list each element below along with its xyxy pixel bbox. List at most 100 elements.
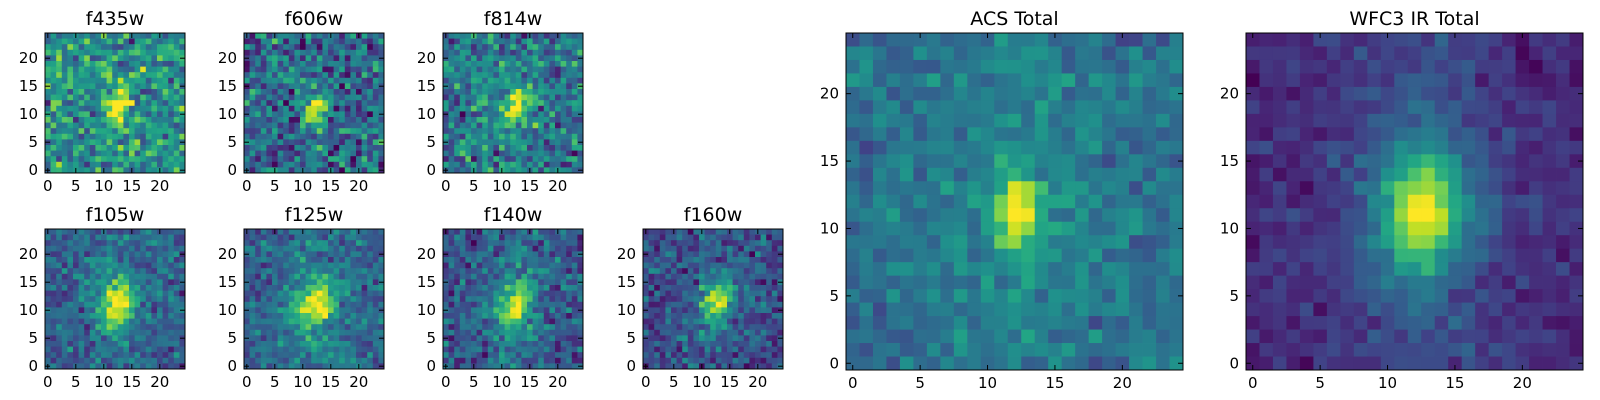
heatmap-cell [543, 66, 550, 73]
heatmap-cell [560, 296, 567, 303]
heatmap-cell [350, 318, 357, 325]
heatmap-cell [300, 100, 306, 107]
heatmap-cell [361, 128, 368, 135]
heatmap-cell [117, 139, 124, 146]
heatmap-cell [465, 363, 472, 370]
heatmap-cell [344, 61, 351, 67]
heatmap-cell [333, 357, 340, 364]
heatmap-cell [95, 133, 102, 140]
heatmap-cell [157, 262, 163, 269]
heatmap-cell [549, 49, 556, 56]
heatmap-cell [510, 128, 517, 135]
heatmap-cell [699, 273, 705, 280]
heatmap-cell [994, 167, 1009, 182]
heatmap-cell [687, 273, 694, 280]
heatmap-cell [755, 346, 761, 353]
heatmap-cell [333, 290, 340, 297]
heatmap-cell [1156, 59, 1170, 74]
heatmap-cell [140, 301, 147, 308]
heatmap-cell [162, 352, 169, 359]
heatmap-cell [443, 313, 449, 319]
heatmap-cell [699, 245, 705, 252]
heatmap-cell [67, 61, 74, 67]
heatmap-cell [134, 66, 141, 73]
heatmap-cell [1075, 208, 1090, 223]
heatmap-cell [145, 318, 152, 325]
heatmap-cell [671, 335, 677, 342]
heatmap-cell [454, 117, 461, 123]
heatmap-cell [117, 156, 124, 163]
heatmap-cell [173, 245, 180, 252]
heatmap-cell [288, 363, 295, 370]
heatmap-cell [1129, 154, 1143, 169]
heatmap-cell [140, 94, 147, 101]
heatmap-cell [471, 105, 477, 112]
heatmap-cell [760, 285, 767, 291]
heatmap-cell [157, 257, 163, 263]
heatmap-cell [50, 117, 57, 123]
heatmap-cell [89, 268, 96, 275]
heatmap-cell [129, 128, 135, 135]
heatmap-cell [577, 285, 584, 291]
heatmap-cell [693, 346, 700, 353]
heatmap-cell [676, 318, 683, 325]
heatmap-cell [1007, 221, 1022, 236]
heatmap-cell [671, 341, 677, 347]
heatmap-cell [560, 245, 567, 252]
heatmap-cell [566, 55, 573, 62]
heatmap-cell [710, 251, 717, 258]
heatmap-cell [693, 257, 700, 263]
heatmap-cell [129, 285, 135, 291]
heatmap-cell [311, 363, 318, 370]
heatmap-cell [50, 279, 57, 286]
heatmap-cell [538, 156, 545, 163]
heatmap-cell [78, 44, 85, 51]
heatmap-cell [1075, 154, 1090, 169]
heatmap-cell [179, 133, 186, 140]
heatmap-cell [260, 167, 267, 174]
heatmap-cell [687, 357, 694, 364]
heatmap-cell [454, 33, 461, 39]
axes-frame [442, 32, 584, 174]
heatmap-cell [777, 352, 784, 359]
heatmap-cell [465, 55, 472, 62]
heatmap-cell [454, 89, 461, 95]
heatmap-cell [305, 296, 312, 303]
heatmap-cell [129, 55, 135, 62]
heatmap-cell [693, 245, 700, 252]
heatmap-cell [84, 161, 91, 168]
heatmap-cell [129, 268, 135, 275]
heatmap-cell [1021, 167, 1036, 182]
heatmap-cell [151, 273, 158, 280]
heatmap-cell [145, 329, 152, 336]
heatmap-cell [255, 296, 262, 303]
heatmap-cell [454, 352, 461, 359]
heatmap-cell [350, 122, 357, 129]
heatmap-cell [173, 279, 180, 286]
heatmap-cell [356, 111, 362, 118]
heatmap-cell [367, 318, 374, 325]
heatmap-cell [95, 268, 102, 275]
heatmap-cell [367, 150, 374, 157]
heatmap-cell [654, 296, 661, 303]
heatmap-cell [305, 318, 312, 325]
heatmap-cell [487, 273, 494, 280]
heatmap-cell [872, 235, 887, 250]
heatmap-cell [743, 268, 750, 275]
heatmap-cell [266, 111, 273, 118]
heatmap-cell [560, 133, 567, 140]
heatmap-cell [288, 357, 295, 364]
heatmap-cell [743, 229, 750, 235]
heatmap-cell [771, 296, 778, 303]
heatmap-cell [926, 208, 941, 223]
heatmap-cell [476, 335, 483, 342]
heatmap-cell [151, 55, 158, 62]
heatmap-cell [311, 61, 318, 67]
heatmap-cell [499, 83, 505, 90]
heatmap-cell [471, 161, 477, 168]
heatmap-cell [333, 77, 340, 84]
heatmap-cell [249, 346, 256, 353]
heatmap-cell [549, 38, 556, 45]
heatmap-cell [151, 251, 158, 258]
heatmap-cell [872, 33, 887, 47]
